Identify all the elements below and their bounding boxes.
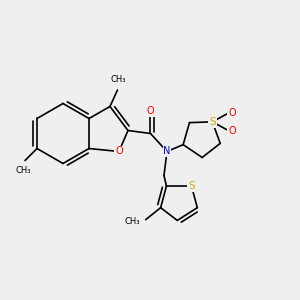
Text: O: O [147,106,154,116]
Text: N: N [163,146,171,157]
Text: O: O [115,146,123,157]
Text: CH₃: CH₃ [16,166,31,175]
Text: O: O [228,126,236,136]
Text: CH₃: CH₃ [110,75,125,84]
Text: O: O [228,108,236,118]
Text: S: S [209,117,216,127]
Text: S: S [188,181,195,191]
Text: CH₃: CH₃ [124,217,140,226]
